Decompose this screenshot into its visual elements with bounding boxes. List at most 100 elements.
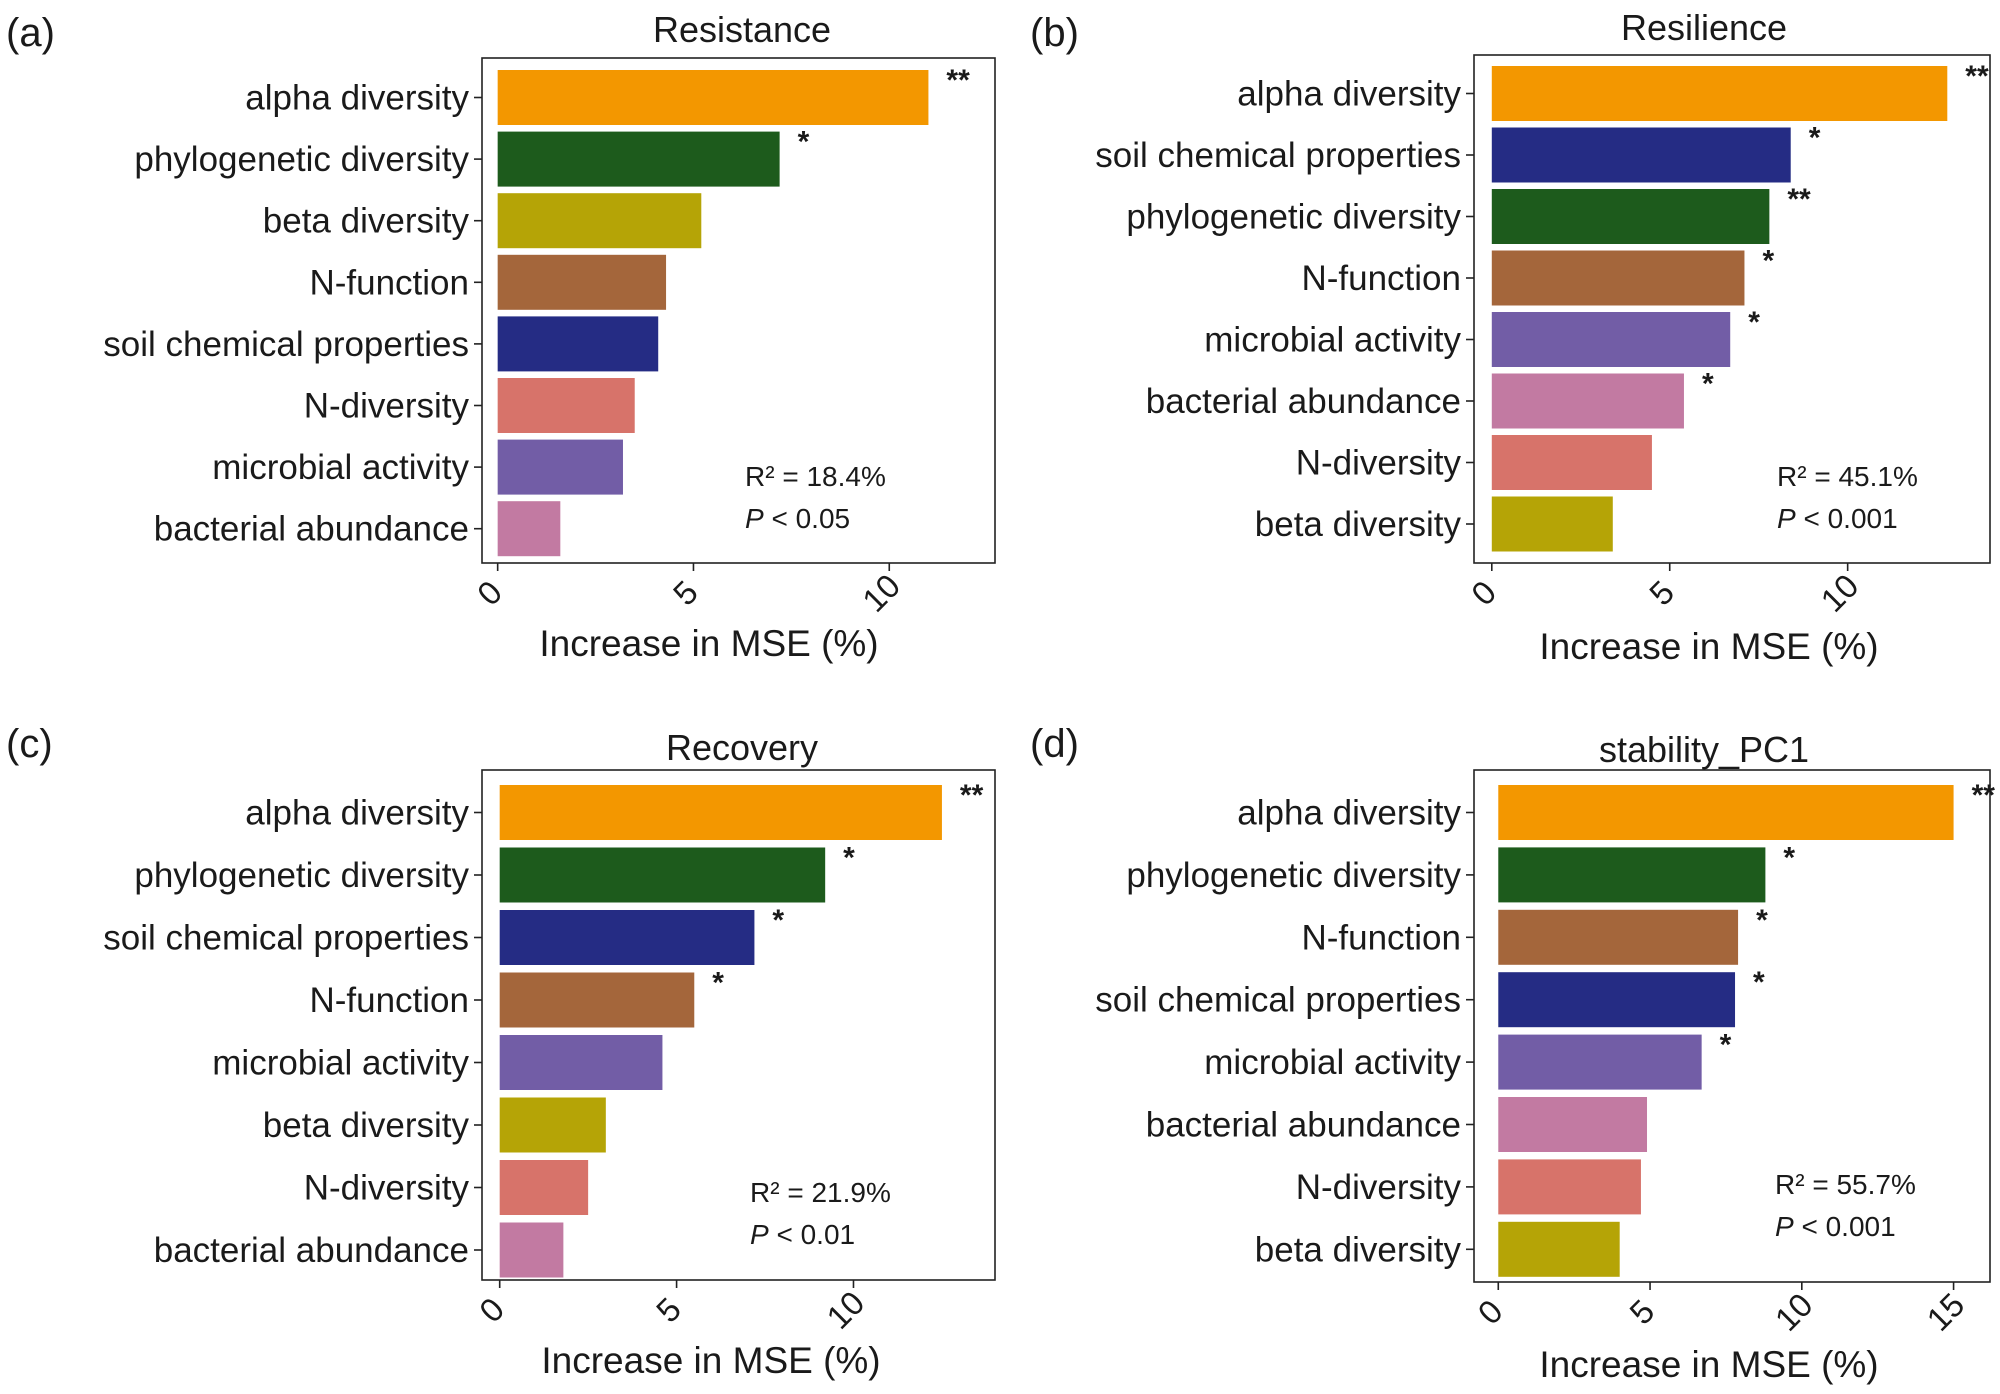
category-label: microbial activity — [212, 1044, 469, 1083]
panel-title: stability_PC1 — [1599, 729, 1809, 770]
p-threshold: < 0.001 — [1794, 1211, 1896, 1242]
category-label: phylogenetic diversity — [1126, 198, 1461, 237]
bar — [1498, 1221, 1620, 1277]
category-label: N-diversity — [1296, 1168, 1462, 1207]
category-label: microbial activity — [1204, 321, 1461, 360]
plot-frame — [481, 57, 996, 564]
r-squared-label: R² = 55.7% — [1775, 1169, 1916, 1200]
p-value-label: P < 0.001 — [1775, 1211, 1896, 1242]
significance-label: * — [798, 126, 810, 159]
p-symbol: P — [1775, 1211, 1794, 1242]
x-axis-label: Increase in MSE (%) — [541, 1340, 880, 1381]
panel-label: (a) — [6, 11, 55, 55]
p-threshold: < 0.01 — [769, 1219, 855, 1250]
x-tick-label: 15 — [1919, 1286, 1971, 1338]
x-tick-label: 10 — [1768, 1286, 1820, 1338]
panel-label: (b) — [1030, 11, 1079, 55]
x-tick-label: 5 — [1642, 573, 1681, 612]
significance-label: * — [1720, 1029, 1732, 1062]
category-label: alpha diversity — [1237, 794, 1461, 833]
bar — [1491, 250, 1745, 306]
p-threshold: < 0.001 — [1796, 503, 1898, 534]
bar — [1498, 785, 1954, 840]
bar — [499, 1160, 589, 1215]
category-label: phylogenetic diversity — [1126, 856, 1461, 895]
significance-label: * — [772, 904, 784, 937]
x-tick-label: 10 — [819, 1284, 871, 1336]
r-squared-label: R² = 45.1% — [1777, 461, 1918, 492]
bar — [1491, 189, 1770, 244]
bar — [1491, 435, 1652, 490]
category-label: N-function — [309, 981, 469, 1020]
significance-label: * — [1753, 966, 1765, 999]
significance-label: * — [1702, 368, 1714, 401]
category-label: N-function — [1301, 259, 1461, 298]
bar — [1491, 127, 1791, 183]
bar — [1498, 1034, 1702, 1090]
x-axis-label: Increase in MSE (%) — [1539, 1344, 1878, 1385]
r-squared-label: R² = 18.4% — [745, 461, 886, 492]
bar — [1498, 847, 1766, 903]
p-symbol: P — [745, 503, 764, 534]
category-label: soil chemical properties — [1095, 981, 1461, 1020]
p-symbol: P — [1777, 503, 1796, 534]
bar — [1498, 909, 1739, 965]
panel-label: (d) — [1030, 722, 1079, 766]
bar — [499, 847, 826, 903]
bar — [497, 70, 929, 125]
significance-label: * — [712, 967, 724, 1000]
bar — [1491, 312, 1731, 367]
bar — [1498, 972, 1736, 1028]
p-symbol: P — [750, 1219, 769, 1250]
significance-label: ** — [1787, 183, 1811, 216]
x-tick-label: 10 — [855, 567, 907, 619]
panel-title: Resilience — [1621, 7, 1787, 48]
panel-label: (c) — [6, 722, 53, 766]
bar — [499, 972, 695, 1028]
category-label: beta diversity — [1255, 505, 1462, 544]
r-squared-label: R² = 21.9% — [750, 1177, 891, 1208]
category-label: soil chemical properties — [1095, 136, 1461, 175]
x-tick-label: 0 — [1464, 573, 1503, 612]
bar — [497, 254, 667, 310]
category-label: N-diversity — [304, 387, 470, 426]
category-label: soil chemical properties — [103, 919, 469, 958]
bar — [499, 1222, 564, 1278]
category-label: N-function — [309, 263, 469, 302]
panel-title: Recovery — [666, 727, 818, 768]
bar — [499, 785, 942, 840]
significance-label: ** — [960, 779, 984, 812]
category-label: N-function — [1301, 918, 1461, 957]
bar — [1491, 496, 1613, 552]
p-value-label: P < 0.001 — [1777, 503, 1898, 534]
bar — [1498, 1097, 1648, 1152]
significance-label: * — [843, 842, 855, 875]
bar — [499, 910, 755, 965]
significance-label: * — [1809, 122, 1821, 155]
x-tick-label: 10 — [1813, 567, 1865, 619]
category-label: soil chemical properties — [103, 325, 469, 364]
category-label: N-diversity — [304, 1169, 470, 1208]
category-label: phylogenetic diversity — [134, 140, 469, 179]
category-label: beta diversity — [263, 1106, 470, 1145]
category-label: phylogenetic diversity — [134, 856, 469, 895]
bar — [1491, 66, 1948, 121]
significance-label: * — [1748, 306, 1760, 339]
bar — [497, 193, 702, 249]
bar — [499, 1097, 606, 1153]
plot-frame — [1473, 54, 1991, 564]
significance-label: ** — [1965, 60, 1989, 93]
p-threshold: < 0.05 — [764, 503, 850, 534]
x-tick-label: 5 — [1622, 1292, 1661, 1331]
p-value-label: P < 0.01 — [750, 1219, 855, 1250]
category-label: alpha diversity — [1237, 75, 1461, 114]
category-label: microbial activity — [1204, 1043, 1461, 1082]
category-label: bacterial abundance — [1146, 1106, 1461, 1145]
category-label: bacterial abundance — [154, 510, 469, 549]
category-label: alpha diversity — [245, 794, 469, 833]
x-tick-label: 5 — [666, 573, 705, 612]
bar — [497, 131, 780, 187]
p-value-label: P < 0.05 — [745, 503, 850, 534]
x-axis-label: Increase in MSE (%) — [539, 623, 878, 664]
